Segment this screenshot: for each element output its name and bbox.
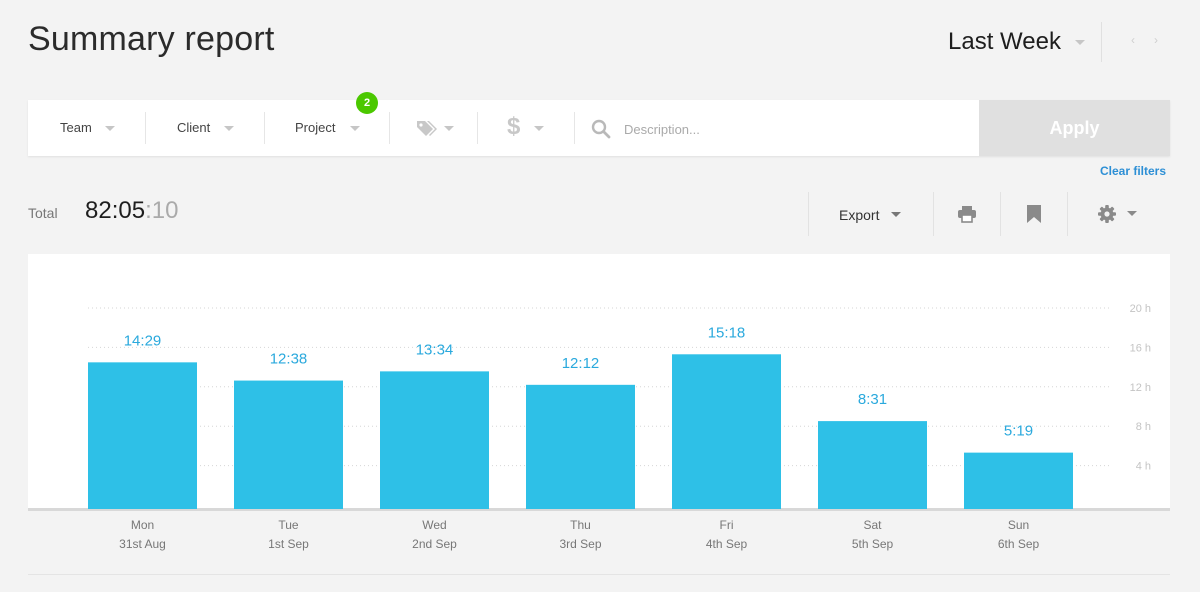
total-duration-main: 82:05 [85, 197, 146, 224]
billable-caret-icon[interactable] [534, 126, 544, 131]
bar-tue [234, 380, 343, 509]
toolbar-divider [1000, 192, 1001, 236]
total-duration-seconds: :10 [145, 197, 179, 224]
clear-filters-link[interactable]: Clear filters [1100, 164, 1167, 178]
bar-fri [672, 354, 781, 509]
x-tick-day: Tue [278, 518, 299, 532]
page-title: Summary report [28, 20, 275, 58]
bar-sun [964, 452, 1073, 509]
bar-wed [380, 371, 489, 509]
toolbar-divider [1067, 192, 1068, 236]
bookmark-icon[interactable] [1026, 205, 1042, 228]
search-icon [591, 119, 611, 144]
filter-client[interactable]: Client [177, 120, 211, 135]
print-icon[interactable] [957, 205, 977, 228]
filter-divider [264, 112, 265, 144]
filter-divider [145, 112, 146, 144]
x-tick-date: 4th Sep [706, 537, 748, 551]
apply-button[interactable]: Apply [979, 100, 1170, 156]
toolbar-divider [933, 192, 934, 236]
export-label: Export [839, 207, 880, 223]
settings-caret-icon[interactable] [1127, 211, 1137, 216]
filter-divider [389, 112, 390, 144]
x-tick-date: 3rd Sep [559, 537, 601, 551]
total-duration: 82:05:10 [85, 197, 178, 225]
x-tick-day: Fri [720, 518, 734, 532]
x-tick-day: Sat [863, 518, 882, 532]
period-dropdown-caret-icon[interactable] [1075, 40, 1085, 45]
bar-mon [88, 362, 197, 509]
y-tick-label: 8 h [1136, 421, 1151, 433]
bar-value-label: 12:12 [562, 355, 600, 372]
x-tick-date: 2nd Sep [412, 537, 457, 551]
project-caret-icon[interactable] [350, 126, 360, 131]
bar-thu [526, 384, 635, 509]
x-tick-date: 6th Sep [998, 537, 1040, 551]
section-divider [28, 574, 1170, 575]
total-label: Total [28, 205, 58, 221]
filter-divider [477, 112, 478, 144]
filter-project[interactable]: Project [295, 120, 336, 135]
x-tick-date: 31st Aug [119, 537, 166, 551]
bar-value-label: 5:19 [1004, 423, 1033, 440]
chevron-right-icon[interactable]: › [1154, 33, 1158, 47]
y-tick-label: 20 h [1130, 303, 1151, 315]
team-caret-icon[interactable] [105, 126, 115, 131]
project-count-badge: 2 [356, 92, 378, 114]
x-tick-day: Wed [422, 518, 446, 532]
export-button[interactable]: Export [839, 207, 902, 223]
header-divider [1101, 22, 1102, 62]
export-caret-icon[interactable] [891, 212, 902, 218]
bar-value-label: 12:38 [270, 351, 308, 368]
bar-value-label: 13:34 [416, 341, 454, 358]
description-search-input[interactable] [622, 118, 966, 140]
x-tick-date: 1st Sep [268, 537, 309, 551]
chevron-left-icon[interactable]: ‹ [1131, 33, 1135, 47]
filter-divider [574, 112, 575, 144]
tag-caret-icon[interactable] [444, 126, 454, 131]
bar-value-label: 8:31 [858, 391, 887, 408]
tag-icon[interactable] [416, 119, 438, 142]
gear-icon[interactable] [1098, 205, 1116, 228]
dollar-icon[interactable]: $ [507, 113, 521, 140]
bar-value-label: 15:18 [708, 324, 746, 341]
x-tick-day: Sun [1008, 518, 1029, 532]
toolbar-divider [808, 192, 809, 236]
bar-sat [818, 421, 927, 509]
x-tick-day: Thu [570, 518, 591, 532]
period-selector[interactable]: Last Week [948, 28, 1061, 55]
x-tick-day: Mon [131, 518, 154, 532]
x-tick-date: 5th Sep [852, 537, 894, 551]
client-caret-icon[interactable] [224, 126, 234, 131]
chart-baseline [28, 508, 1170, 511]
filter-team[interactable]: Team [60, 120, 92, 135]
bar-value-label: 14:29 [124, 332, 162, 349]
y-tick-label: 12 h [1130, 382, 1151, 394]
y-tick-label: 4 h [1136, 461, 1151, 473]
y-tick-label: 16 h [1130, 342, 1151, 354]
